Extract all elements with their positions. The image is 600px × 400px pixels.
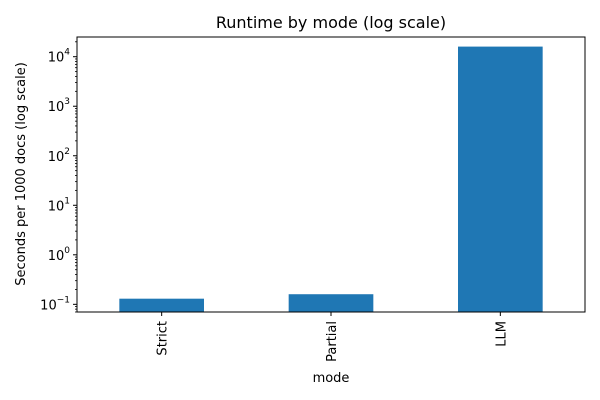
bar-partial [288,294,374,312]
x-tick-label-strict: Strict [156,321,171,356]
y-major-ticks: 10−1 100 101 102 103 104 [40,48,77,313]
x-tick-label-llm: LLM [494,321,509,347]
x-tick-label-partial: Partial [325,321,340,362]
chart-title: Runtime by mode (log scale) [216,13,446,32]
y-tick-label: 101 [48,196,70,214]
x-axis-label: mode [313,371,350,386]
plot-frame [76,36,586,313]
bars-group [119,46,543,312]
y-tick-label: 103 [48,97,70,115]
y-tick-label: 102 [48,147,70,165]
y-tick-label: 104 [48,48,71,66]
bar-strict [119,298,204,312]
bar-llm [458,46,543,312]
y-tick-label: 10−1 [40,295,70,313]
y-tick-label: 100 [48,246,71,264]
x-ticks: Strict Partial LLM [156,312,509,362]
y-axis-label: Seconds per 1000 docs (log scale) [14,62,29,286]
